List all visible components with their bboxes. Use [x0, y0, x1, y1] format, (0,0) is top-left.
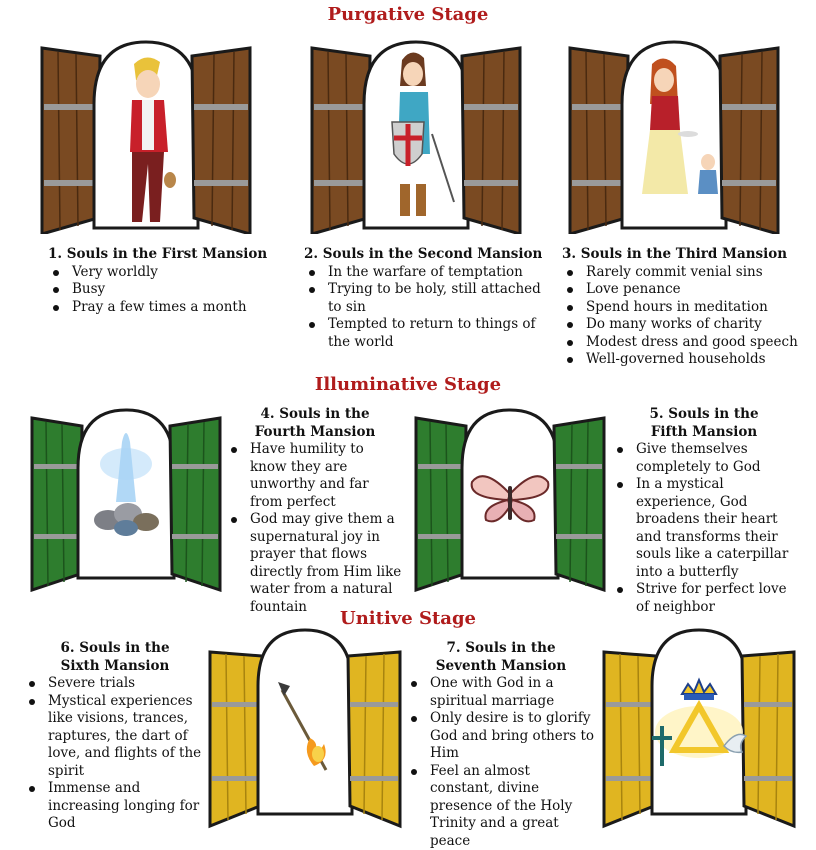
list-item: Severe trials — [24, 675, 206, 693]
mansion-3-text: 3. Souls in the Third Mansion Rarely com… — [562, 246, 812, 369]
list-item: Mystical experiences like visions, tranc… — [24, 693, 206, 781]
list-item: In the warfare of temptation — [304, 264, 548, 282]
list-item: Immense and increasing longing for God — [24, 780, 206, 833]
list-item: Spend hours in meditation — [562, 299, 812, 317]
mansion-6-list: Severe trials Mystical experiences like … — [24, 675, 206, 833]
illuminative-stage-title: Illuminative Stage — [0, 374, 816, 395]
list-item: Trying to be holy, still attached to sin — [304, 281, 548, 316]
mansion-7-list: One with God in a spiritual marriage Onl… — [406, 675, 596, 850]
list-item: Rarely commit venial sins — [562, 264, 812, 282]
mansion-5-title-line1: 5. Souls in the — [612, 406, 796, 424]
list-item: One with God in a spiritual marriage — [406, 675, 596, 710]
mansion-7-title-line2: Seventh Mansion — [406, 658, 596, 676]
mansion-5-text: 5. Souls in the Fifth Mansion Give thems… — [612, 406, 796, 616]
mansion-2-title: 2. Souls in the Second Mansion — [304, 246, 548, 264]
list-item: Give themselves completely to God — [612, 441, 796, 476]
list-item: In a mystical experience, God broadens t… — [612, 476, 796, 581]
list-item: Busy — [48, 281, 278, 299]
mansion-2-list: In the warfare of temptation Trying to b… — [304, 264, 548, 352]
list-item: Modest dress and good speech — [562, 334, 812, 352]
mansion-6-text: 6. Souls in the Sixth Mansion Severe tri… — [24, 640, 206, 833]
list-item: Love penance — [562, 281, 812, 299]
mansion-3-list: Rarely commit venial sins Love penance S… — [562, 264, 812, 369]
door-6-sixth-mansion — [206, 620, 404, 830]
mansion-4-list: Have humility to know they are unworthy … — [226, 441, 404, 616]
door-3-third-mansion — [566, 34, 782, 234]
door-4-fourth-mansion — [28, 402, 224, 592]
mansion-4-text: 4. Souls in the Fourth Mansion Have humi… — [226, 406, 404, 616]
list-item: Pray a few times a month — [48, 299, 278, 317]
door-5-fifth-mansion — [412, 402, 608, 592]
mansion-7-text: 7. Souls in the Seventh Mansion One with… — [406, 640, 596, 850]
mansion-5-title-line2: Fifth Mansion — [612, 424, 796, 442]
list-item: Do many works of charity — [562, 316, 812, 334]
mansion-2-text: 2. Souls in the Second Mansion In the wa… — [304, 246, 548, 351]
door-7-seventh-mansion — [600, 620, 798, 830]
mansion-4-title-line1: 4. Souls in the — [226, 406, 404, 424]
mansion-4-title-line2: Fourth Mansion — [226, 424, 404, 442]
list-item: Only desire is to glorify God and bring … — [406, 710, 596, 763]
list-item: Strive for perfect love of neighbor — [612, 581, 796, 616]
mansion-6-title-line1: 6. Souls in the — [24, 640, 206, 658]
mansion-1-list: Very worldly Busy Pray a few times a mon… — [48, 264, 278, 317]
door-2-second-mansion — [308, 34, 524, 234]
mansion-1-text: 1. Souls in the First Mansion Very world… — [48, 246, 278, 316]
mansion-5-list: Give themselves completely to God In a m… — [612, 441, 796, 616]
mansion-7-title-line1: 7. Souls in the — [406, 640, 596, 658]
purgative-stage-title: Purgative Stage — [0, 4, 816, 25]
mansion-6-title-line2: Sixth Mansion — [24, 658, 206, 676]
list-item: God may give them a supernatural joy in … — [226, 511, 404, 616]
mansion-3-title: 3. Souls in the Third Mansion — [562, 246, 812, 264]
list-item: Tempted to return to things of the world — [304, 316, 548, 351]
list-item: Feel an almost constant, divine presence… — [406, 763, 596, 850]
list-item: Very worldly — [48, 264, 278, 282]
door-1-first-mansion — [38, 34, 254, 234]
list-item: Have humility to know they are unworthy … — [226, 441, 404, 511]
mansion-1-title: 1. Souls in the First Mansion — [48, 246, 278, 264]
list-item: Well-governed households — [562, 351, 812, 369]
